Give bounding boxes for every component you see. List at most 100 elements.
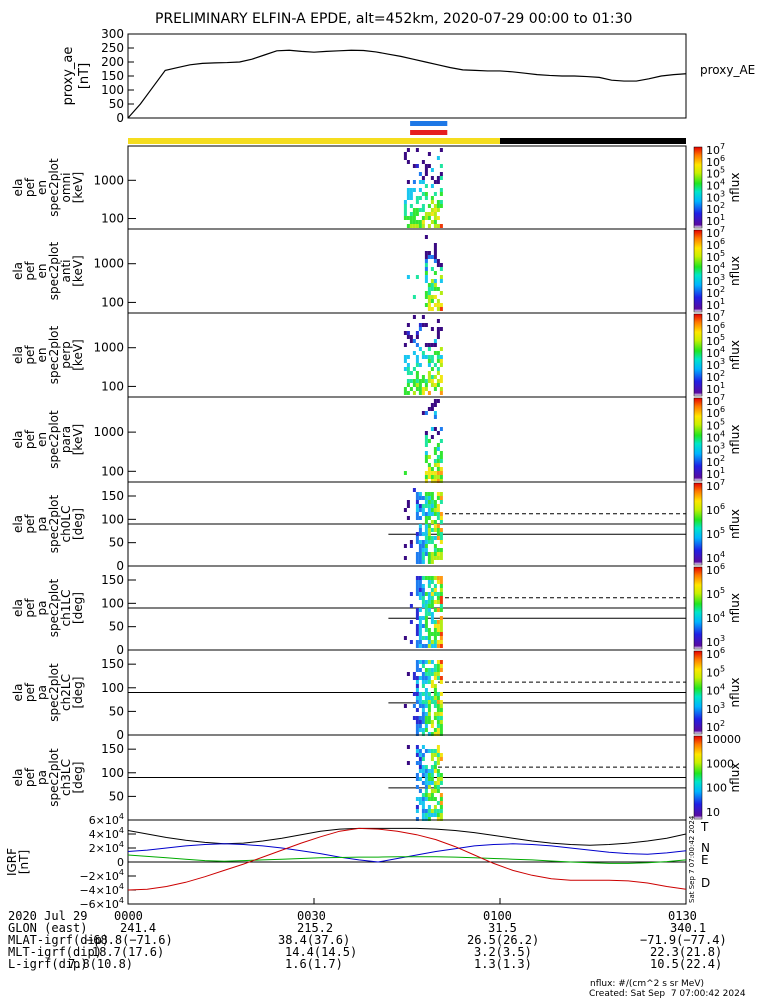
- spectrogram-cell: [427, 716, 431, 720]
- spectrogram-ch0LC: [403, 488, 443, 564]
- colorbar-label: 105: [706, 417, 725, 432]
- spectrogram-cell: [427, 536, 431, 540]
- spectrogram-cell: [427, 371, 431, 375]
- spectrogram-cell: [427, 224, 431, 228]
- spectrogram-cell: [418, 508, 422, 512]
- spectrogram-cell: [436, 712, 440, 716]
- x-value: 241.4: [120, 921, 157, 935]
- spectrogram-cell: [418, 720, 422, 724]
- spectrogram-cell: [403, 471, 407, 475]
- spectrogram-cell: [403, 200, 407, 204]
- spectrogram-cell: [421, 769, 425, 773]
- spectrogram-cell: [433, 283, 437, 287]
- spectrogram-cell: [421, 588, 425, 592]
- spectrogram-cell: [436, 720, 440, 724]
- spectrogram-cell: [409, 335, 413, 339]
- spectrogram-cell: [418, 327, 422, 331]
- spectrogram-cell: [403, 216, 407, 220]
- spectrogram-cell: [421, 379, 425, 383]
- spectrogram-cell: [433, 220, 437, 224]
- spectrogram-cell: [433, 789, 437, 793]
- spectrogram-cell: [418, 172, 422, 176]
- panel-ylabel: en: [35, 180, 49, 195]
- spectrogram-cell: [436, 355, 440, 359]
- colorbar-label: 101: [706, 381, 725, 396]
- spectrogram-cell: [430, 540, 434, 544]
- spectrogram-cell: [415, 732, 419, 736]
- spectrogram-cell: [436, 359, 440, 363]
- spectrogram-cell: [424, 295, 428, 299]
- spectrogram-cell: [439, 500, 443, 504]
- spectrogram-cell: [406, 148, 410, 152]
- spectrogram-cell: [421, 592, 425, 596]
- spectrogram-cell: [427, 379, 431, 383]
- spectrogram-cell: [433, 351, 437, 355]
- spectrogram-cell: [415, 628, 419, 632]
- spectrogram-cell: [424, 512, 428, 516]
- spectrogram-cell: [430, 604, 434, 608]
- spectrogram-cell: [430, 327, 434, 331]
- colorbar-anti: [693, 229, 703, 313]
- spectrogram-cell: [436, 676, 440, 680]
- spectrogram-cell: [418, 524, 422, 528]
- spectrogram-cell: [421, 700, 425, 704]
- spectrogram-cell: [409, 592, 413, 596]
- spectrogram-cell: [418, 391, 422, 395]
- spectrogram-cell: [439, 552, 443, 556]
- spectrogram-cell: [421, 216, 425, 220]
- spectrogram-cell: [418, 696, 422, 700]
- spectrogram-cell: [427, 500, 431, 504]
- colorbar-label: 103: [706, 357, 725, 372]
- spectrogram-cell: [433, 781, 437, 785]
- spectrogram-cell: [427, 696, 431, 700]
- colorbar-label: 106: [706, 502, 725, 517]
- colorbar-label: 104: [706, 345, 725, 360]
- panel-ylabel: para: [59, 426, 73, 453]
- spectrogram-cell: [436, 769, 440, 773]
- spectrogram-cell: [415, 560, 419, 564]
- spectrogram-cell: [430, 283, 434, 287]
- spectrogram-cell: [421, 801, 425, 805]
- spectrogram-cell: [403, 204, 407, 208]
- spectrogram-cell: [436, 596, 440, 600]
- spectrogram-cell: [406, 516, 410, 520]
- spectrogram-cell: [418, 624, 422, 628]
- colorbar-ch3LC: [693, 735, 703, 820]
- panel-ylabel: spec2plot: [47, 241, 61, 300]
- spectrogram-cell: [436, 672, 440, 676]
- x-value: 1.3(1.3): [474, 957, 532, 971]
- spectrogram-cell: [424, 303, 428, 307]
- spectrogram-cell: [424, 435, 428, 439]
- spectrogram-cell: [412, 216, 416, 220]
- colorbar-perp: [693, 313, 703, 397]
- spectrogram-cell: [436, 809, 440, 813]
- spectrogram-cell: [424, 492, 428, 496]
- spectrogram-cell: [430, 732, 434, 736]
- spectrogram-cell: [436, 224, 440, 228]
- spectrogram-cell: [421, 532, 425, 536]
- spectrogram-cell: [421, 692, 425, 696]
- spectrogram-cell: [424, 383, 428, 387]
- spectrogram-cell: [439, 580, 443, 584]
- spectrogram-cell: [418, 636, 422, 640]
- spectrogram-cell: [436, 700, 440, 704]
- spectrogram-cell: [433, 524, 437, 528]
- spectrogram-cell: [433, 479, 437, 483]
- spectrogram-cell: [424, 700, 428, 704]
- spectrogram-cell: [424, 781, 428, 785]
- spectrogram-cell: [433, 809, 437, 813]
- spectrogram-cell: [415, 728, 419, 732]
- panel-ylabel: pef: [23, 177, 37, 197]
- spectrogram-cell: [436, 757, 440, 761]
- spectrogram-cell: [430, 467, 434, 471]
- spectrogram-cell: [433, 500, 437, 504]
- spectrogram-cell: [418, 363, 422, 367]
- spectrogram-cell: [415, 512, 419, 516]
- spectrogram-cell: [433, 592, 437, 596]
- spectrogram-cell: [430, 757, 434, 761]
- spectrogram-cell: [439, 224, 443, 228]
- spectrogram-cell: [436, 620, 440, 624]
- spectrogram-cell: [439, 275, 443, 279]
- marker-blue: [410, 121, 448, 126]
- panel-ylabel: pef: [23, 429, 37, 449]
